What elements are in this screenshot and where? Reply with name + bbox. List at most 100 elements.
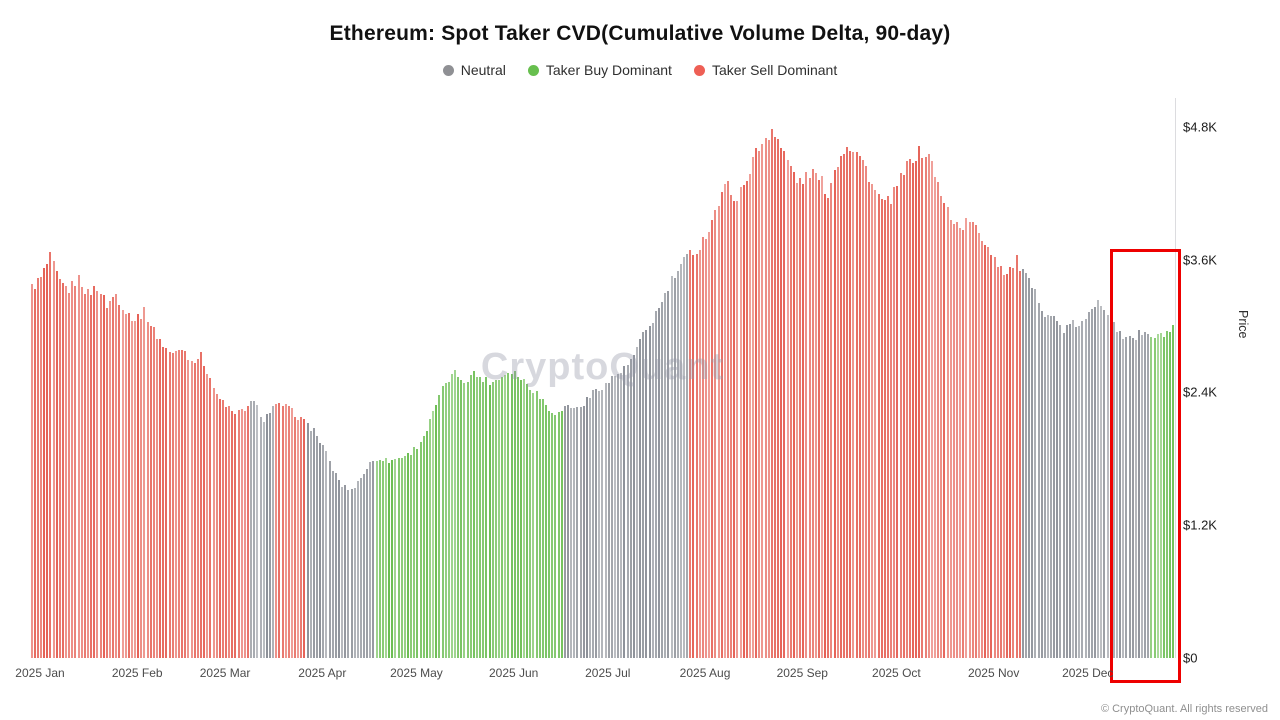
price-bar: [924, 157, 927, 658]
price-bar: [592, 389, 595, 658]
price-bar: [174, 350, 177, 658]
price-bar: [987, 246, 990, 658]
price-bar: [1006, 273, 1009, 658]
price-bar: [742, 184, 745, 658]
plot-area: [30, 98, 1176, 658]
price-bar: [1137, 330, 1140, 658]
price-bar: [1024, 273, 1027, 658]
price-bar: [149, 326, 152, 658]
price-bar: [811, 169, 814, 658]
price-bar: [570, 407, 573, 658]
price-bar: [450, 373, 453, 658]
price-bar: [582, 406, 585, 658]
price-bar: [206, 374, 209, 658]
price-bar: [265, 413, 268, 658]
y-tick-label: $4.8K: [1183, 119, 1217, 135]
price-bar: [676, 270, 679, 658]
price-bar: [1050, 316, 1053, 658]
price-bar: [880, 199, 883, 658]
price-bar: [225, 407, 228, 658]
price-bar: [610, 376, 613, 658]
price-bar: [290, 407, 293, 658]
price-bar: [328, 460, 331, 658]
price-bar: [833, 170, 836, 658]
price-bar: [1153, 338, 1156, 658]
price-bar: [770, 128, 773, 658]
price-bar: [359, 478, 362, 658]
price-bar: [287, 406, 290, 658]
price-bar: [1156, 333, 1159, 658]
price-bar: [962, 229, 965, 658]
price-bar: [444, 382, 447, 658]
price-bar: [178, 350, 180, 658]
price-bar: [529, 389, 532, 658]
price-bar: [196, 358, 199, 658]
price-bar: [908, 158, 911, 658]
price-bar: [1056, 320, 1059, 658]
price-bar: [240, 409, 243, 658]
price-bar: [758, 150, 761, 658]
price-bar: [316, 435, 319, 658]
price-bar: [218, 399, 221, 658]
price-bar: [937, 181, 940, 658]
price-bar: [250, 401, 253, 658]
price-bar: [1159, 332, 1162, 658]
price-bar: [435, 404, 438, 658]
price-bar: [413, 447, 416, 658]
price-bar: [419, 441, 422, 658]
price-bar: [711, 219, 714, 658]
price-bar: [852, 152, 855, 658]
price-bar: [523, 378, 526, 658]
price-bar: [789, 166, 792, 658]
price-bar: [1134, 339, 1137, 658]
price-bar: [1090, 309, 1093, 658]
price-bar: [1112, 321, 1115, 658]
price-bar: [752, 156, 755, 658]
price-bar: [802, 184, 805, 658]
price-bar: [281, 405, 284, 658]
price-bar: [1075, 327, 1078, 658]
price-bar: [730, 194, 733, 658]
x-tick-label: 2025 Nov: [967, 666, 1020, 680]
price-bar: [617, 374, 620, 658]
price-bar: [912, 162, 915, 658]
taker-sell-dot-icon: [693, 64, 705, 76]
price-bar: [441, 385, 444, 658]
price-axis: $0 $1.2K $2.4K $3.6K $4.8K: [1183, 98, 1253, 665]
price-bar: [184, 350, 187, 658]
price-bar: [952, 224, 955, 658]
price-bar: [312, 428, 315, 658]
price-bar: [432, 410, 435, 658]
x-tick-label: 2025 Jul: [585, 666, 631, 680]
price-bar: [1065, 324, 1068, 658]
price-bar: [657, 308, 660, 658]
price-bar: [152, 326, 155, 658]
price-bar: [39, 276, 42, 658]
price-bar: [774, 137, 777, 658]
price-bar: [538, 398, 541, 658]
price-bar: [391, 459, 394, 658]
price-bar: [1031, 288, 1034, 658]
price-bar: [557, 411, 560, 658]
price-bar: [579, 407, 582, 658]
price-bar: [786, 160, 789, 658]
price-bar: [692, 254, 695, 658]
price-bar: [1122, 338, 1125, 658]
legend-label-taker-sell: Taker Sell Dominant: [711, 62, 838, 78]
x-tick-label: 2025 Dec: [1062, 666, 1114, 680]
price-bar: [795, 183, 798, 658]
price-bar: [943, 203, 946, 658]
price-bar: [739, 187, 742, 658]
price-bar: [601, 390, 604, 658]
price-bar: [723, 184, 726, 658]
price-bar: [410, 454, 413, 658]
price-bar: [513, 371, 516, 658]
price-bar: [127, 312, 130, 658]
price-bar: [846, 146, 849, 658]
price-bar: [861, 159, 864, 658]
price-bar: [428, 418, 431, 658]
price-bar: [1141, 334, 1144, 658]
date-axis: 2025 Jan 2025 Feb 2025 Mar 2025 Apr 2025 May…: [0, 666, 1280, 686]
price-bar: [140, 318, 143, 658]
